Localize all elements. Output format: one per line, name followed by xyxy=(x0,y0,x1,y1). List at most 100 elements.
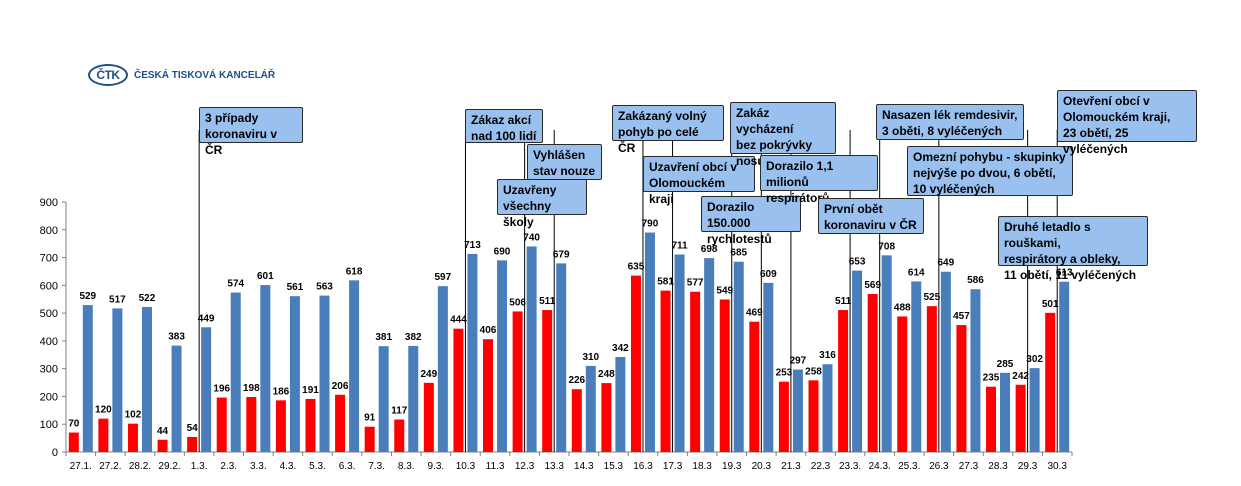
data-label: 302 xyxy=(1026,354,1043,365)
bar xyxy=(112,308,123,452)
bar xyxy=(512,311,523,452)
x-tick-label: 2.3. xyxy=(220,461,237,472)
bar xyxy=(289,296,300,452)
bar xyxy=(364,426,375,452)
x-tick-label: 27.3 xyxy=(959,461,979,472)
bar xyxy=(1029,368,1040,452)
y-tick-label: 700 xyxy=(40,253,58,265)
data-label: 253 xyxy=(776,368,793,379)
x-tick-label: 13.3 xyxy=(544,461,564,472)
data-label: 120 xyxy=(95,405,112,416)
x-tick-label: 27.1. xyxy=(70,461,92,472)
bar xyxy=(542,310,553,452)
y-tick-label: 100 xyxy=(40,419,58,431)
data-label: 517 xyxy=(109,294,126,305)
bar xyxy=(881,255,892,452)
data-label: 609 xyxy=(760,269,777,280)
bar xyxy=(585,365,596,452)
x-tick-label: 5.3. xyxy=(309,461,326,472)
data-label: 342 xyxy=(612,343,629,354)
data-label: 186 xyxy=(273,386,290,397)
bar xyxy=(630,275,641,452)
x-tick-label: 27.2. xyxy=(99,461,121,472)
annotation-box: Uzavřeny všechny školy xyxy=(497,179,587,229)
bar xyxy=(704,258,715,452)
bar xyxy=(763,282,774,452)
bar xyxy=(157,439,168,452)
bar xyxy=(483,339,494,452)
bar xyxy=(792,369,803,452)
data-label: 713 xyxy=(464,240,481,251)
annotation-box: Vyhlášen stav nouze xyxy=(527,144,602,180)
bar xyxy=(378,346,389,452)
data-label: 449 xyxy=(198,313,215,324)
bar xyxy=(171,345,182,452)
data-label: 563 xyxy=(316,282,333,293)
data-label: 649 xyxy=(938,258,955,269)
data-label: 297 xyxy=(790,356,807,367)
data-label: 316 xyxy=(819,350,836,361)
x-tick-label: 3.3. xyxy=(250,461,267,472)
x-tick-label: 17.3 xyxy=(663,461,683,472)
x-tick-label: 28.2. xyxy=(129,461,151,472)
data-label: 444 xyxy=(450,315,467,326)
bar xyxy=(911,281,922,452)
data-label: 506 xyxy=(509,297,526,308)
bar xyxy=(98,418,109,452)
bar xyxy=(719,299,730,452)
data-label: 469 xyxy=(746,308,763,319)
data-label: 577 xyxy=(687,278,704,289)
data-label: 242 xyxy=(1012,371,1029,382)
annotation-box: Otevření obcí v Olomouckém kraji, 23 obě… xyxy=(1057,90,1197,156)
bar xyxy=(335,394,346,452)
data-label: 457 xyxy=(953,311,970,322)
data-label: 597 xyxy=(435,272,452,283)
annotation-box: Zákaz akcí nad 100 lidí xyxy=(465,109,543,143)
data-label: 382 xyxy=(405,332,422,343)
x-tick-label: 20.3 xyxy=(752,461,772,472)
bar xyxy=(644,232,655,452)
x-tick-label: 26.3 xyxy=(929,461,949,472)
data-label: 406 xyxy=(480,325,497,336)
bar xyxy=(1000,372,1011,452)
x-tick-label: 10.3 xyxy=(456,461,476,472)
data-label: 235 xyxy=(983,373,1000,384)
bar xyxy=(275,400,286,452)
bar xyxy=(246,397,257,452)
data-label: 690 xyxy=(494,246,511,257)
data-label: 383 xyxy=(168,332,185,343)
bar xyxy=(690,291,701,452)
ctk-logo-mark: ČTK xyxy=(88,64,128,86)
bar xyxy=(1059,281,1070,452)
bar xyxy=(394,419,405,452)
x-tick-label: 14.3 xyxy=(574,461,594,472)
annotation-box: Zakázaný volný pohyb po celé ČR xyxy=(612,105,724,155)
data-label: 635 xyxy=(628,262,645,273)
data-label: 91 xyxy=(364,413,376,424)
data-label: 525 xyxy=(924,292,941,303)
bar xyxy=(733,261,744,452)
bar xyxy=(437,286,448,452)
annotation-box: Nasazen lék remdesivir, 3 oběti, 8 vyléč… xyxy=(876,104,1024,140)
bar xyxy=(852,270,863,452)
bar xyxy=(216,397,227,452)
y-tick-label: 800 xyxy=(40,225,58,237)
data-label: 488 xyxy=(894,302,911,313)
bar xyxy=(423,382,434,452)
bar xyxy=(940,271,951,452)
data-label: 740 xyxy=(523,232,540,243)
data-label: 586 xyxy=(967,275,984,286)
x-tick-label: 25.3. xyxy=(898,461,920,472)
x-tick-label: 6.3. xyxy=(339,461,356,472)
bar xyxy=(615,357,626,452)
y-tick-label: 0 xyxy=(52,447,58,459)
data-label: 618 xyxy=(346,266,363,277)
data-label: 708 xyxy=(878,241,895,252)
x-tick-label: 4.3. xyxy=(280,461,297,472)
data-label: 574 xyxy=(227,279,244,290)
y-tick-label: 400 xyxy=(40,336,58,348)
ctk-logo-name: ČESKÁ TISKOVÁ KANCELÁŘ xyxy=(134,69,276,81)
bar xyxy=(1015,384,1026,452)
bar xyxy=(986,386,997,452)
